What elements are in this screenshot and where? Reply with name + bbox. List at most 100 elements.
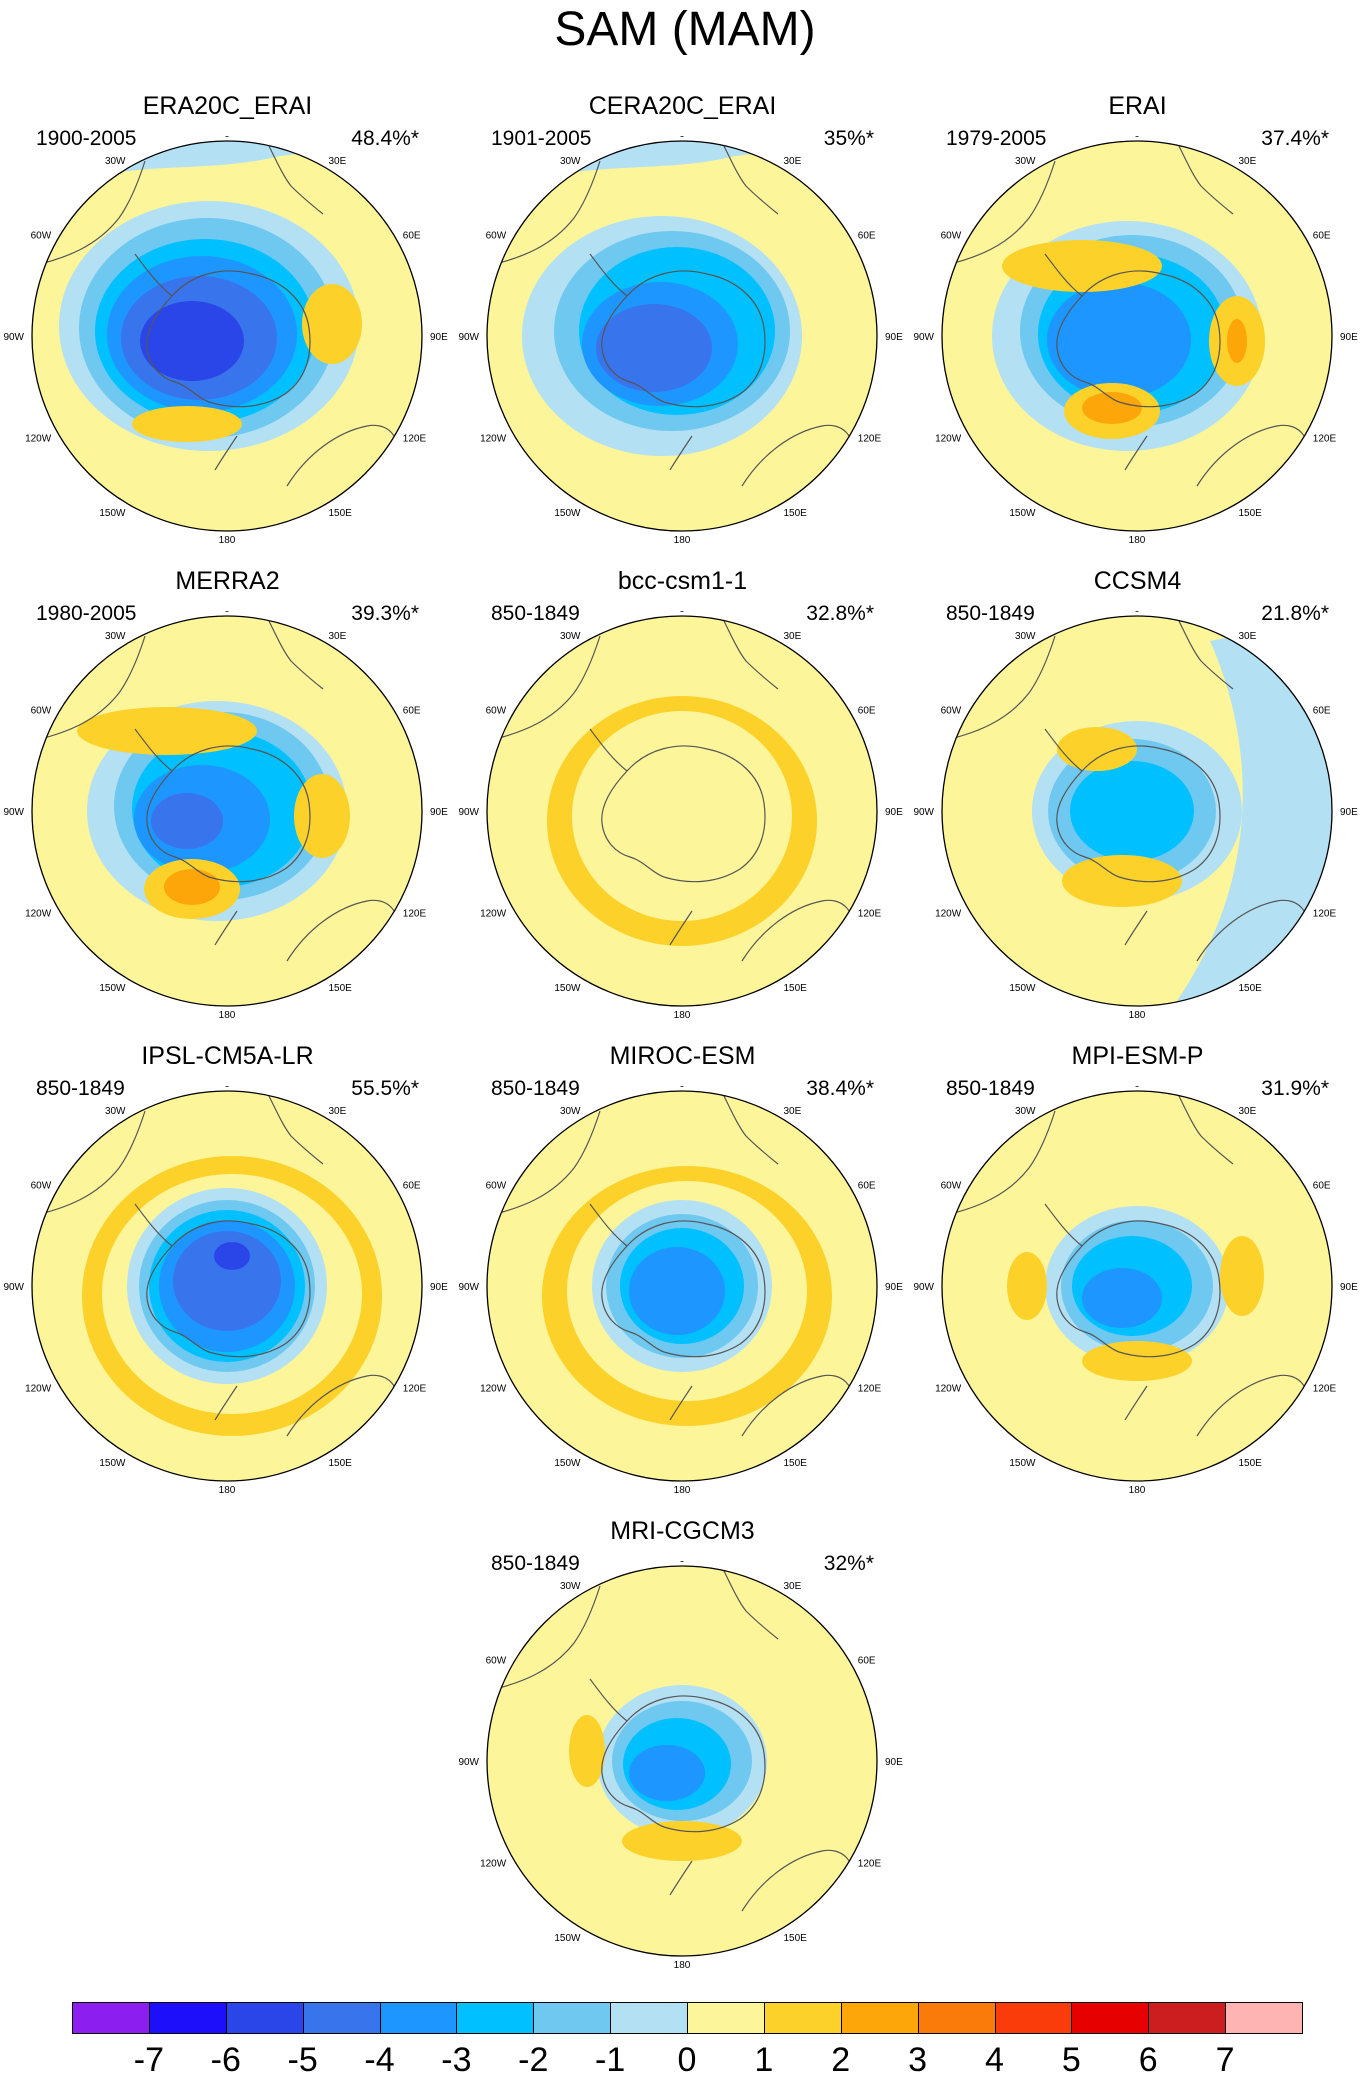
- coastline: [1124, 1385, 1148, 1421]
- panel-title: MPI-ESM-P: [1071, 1042, 1204, 1070]
- contour-band: [151, 793, 223, 849]
- map-panel: MERRA2 1980-2005 39.3%* 0 30E 60E 90E 120E 150E 1…: [0, 565, 455, 1035]
- longitude-label: 120E: [858, 1384, 882, 1395]
- contour-band: [1062, 855, 1182, 907]
- longitude-label: 60E: [858, 1181, 876, 1192]
- contour-band: [1082, 1341, 1192, 1381]
- panel-title: IPSL-CM5A-LR: [141, 1042, 314, 1070]
- longitude-label: 60W: [941, 1181, 962, 1192]
- colorbar-tick-label: -3: [441, 2041, 472, 2079]
- map-border: [486, 1090, 878, 1482]
- coastline: [487, 1110, 601, 1217]
- longitude-label: 90W: [458, 1757, 479, 1768]
- longitude-label: 150E: [784, 1458, 808, 1469]
- polar-map: 0 30E 60E 90E 120E 150E 180 150W 120W 90W 60W 30W: [3, 136, 448, 546]
- contour-band: [629, 1247, 725, 1335]
- longitude-label: 90W: [3, 332, 24, 343]
- panel-variance: 21.8%*: [1261, 602, 1329, 625]
- coastline: [669, 435, 693, 471]
- longitude-label: 30W: [105, 1106, 126, 1117]
- map-panel: IPSL-CM5A-LR 850-1849 55.5%* 0 30E 60E 90E 120E…: [0, 1040, 455, 1510]
- coastlines: [487, 616, 854, 962]
- longitude-label: 0: [679, 1561, 685, 1565]
- coastline: [589, 1203, 628, 1247]
- coastline: [1056, 270, 1221, 408]
- coastline: [1056, 1220, 1221, 1358]
- coastline: [601, 1695, 766, 1833]
- colorbar-swatch: [533, 2002, 612, 2034]
- longitude-label: 30W: [1015, 156, 1036, 167]
- longitude-label: 180: [1129, 1010, 1146, 1021]
- longitude-label: 60W: [486, 231, 507, 242]
- colorbar-tick-label: -5: [287, 2041, 318, 2079]
- colorbar-swatch: [687, 2002, 765, 2034]
- colorbar-tick-label: 0: [677, 2041, 697, 2079]
- panel-period: 1980-2005: [36, 602, 137, 625]
- panel-variance: 35%*: [823, 127, 874, 150]
- panel-variance: 32.8%*: [806, 602, 874, 625]
- longitude-label: 120W: [480, 909, 507, 920]
- panel-period: 1900-2005: [36, 127, 137, 150]
- longitude-label: 90E: [1340, 1282, 1358, 1293]
- polar-map: 0 30E 60E 90E 120E 150E 180 150W 120W 90W 60W 30W: [913, 611, 1358, 1021]
- coastline: [487, 160, 601, 267]
- longitude-label: 180: [674, 1485, 691, 1496]
- longitude-label: 120W: [480, 1384, 507, 1395]
- coastline: [1176, 1091, 1234, 1165]
- longitude-label: 150W: [554, 1458, 581, 1469]
- panel-variance: 32%*: [823, 1552, 874, 1575]
- coastline: [146, 745, 311, 883]
- longitude-label: 60W: [486, 1181, 507, 1192]
- colorbar-tick-label: 5: [1061, 2041, 1081, 2079]
- longitude-label: 180: [674, 1960, 691, 1971]
- longitude-label: 60E: [858, 706, 876, 717]
- contour-band: [77, 707, 257, 755]
- longitude-label: 0: [224, 611, 230, 615]
- longitude-label: 90W: [913, 332, 934, 343]
- contour-band: [572, 711, 792, 921]
- coastline: [721, 141, 779, 215]
- longitude-label: 30E: [329, 1106, 347, 1117]
- map-panel: MPI-ESM-P 850-1849 31.9%* 0 30E 60E 90E 120E 150…: [910, 1040, 1365, 1510]
- longitude-label: 60E: [1313, 1181, 1331, 1192]
- longitude-label: 30E: [784, 1106, 802, 1117]
- colorbar-swatch: [379, 2002, 458, 2034]
- longitude-label: 150E: [329, 1458, 353, 1469]
- longitude-label: 30E: [1239, 1106, 1257, 1117]
- coastline: [266, 616, 324, 690]
- coastline: [721, 616, 779, 690]
- coastline: [721, 1091, 779, 1165]
- panel-title: MERRA2: [175, 567, 280, 595]
- longitude-label: 0: [679, 136, 685, 140]
- longitude-label: 90W: [458, 332, 479, 343]
- coastline: [134, 253, 173, 297]
- colorbar-tick-label: -6: [210, 2041, 241, 2079]
- longitude-label: 120E: [858, 1859, 882, 1870]
- longitude-label: 30W: [560, 1581, 581, 1592]
- coastline: [721, 1566, 779, 1640]
- longitude-label: 90E: [1340, 807, 1358, 818]
- contour-band: [1070, 761, 1194, 861]
- panel-period: 850-1849: [491, 602, 580, 625]
- map-panel: ERAI 1979-2005 37.4%* 0 30E 60E 90E 120E 150E 180…: [910, 90, 1365, 560]
- coastline: [214, 1385, 238, 1421]
- longitude-label: 90W: [913, 807, 934, 818]
- colorbar-swatch: [840, 2002, 919, 2034]
- longitude-label: 90E: [885, 1282, 903, 1293]
- longitude-label: 60E: [403, 706, 421, 717]
- coastline: [1176, 141, 1234, 215]
- coastline: [1176, 616, 1234, 690]
- longitude-label: 90E: [430, 807, 448, 818]
- longitude-label: 150E: [784, 1933, 808, 1944]
- polar-map: 0 30E 60E 90E 120E 150E 180 150W 120W 90W 60W 30W: [458, 136, 903, 546]
- longitude-label: 90W: [913, 1282, 934, 1293]
- contour-band: [1047, 282, 1191, 398]
- coastline: [1056, 745, 1221, 883]
- longitude-label: 150W: [1009, 508, 1036, 519]
- longitude-label: 60E: [858, 1656, 876, 1667]
- contour-band: [1002, 240, 1162, 292]
- map-border: [486, 615, 878, 1007]
- polar-map: 0 30E 60E 90E 120E 150E 180 150W 120W 90W 60W 30W: [458, 1561, 903, 1971]
- contour-band: [596, 304, 712, 392]
- longitude-label: 60E: [1313, 231, 1331, 242]
